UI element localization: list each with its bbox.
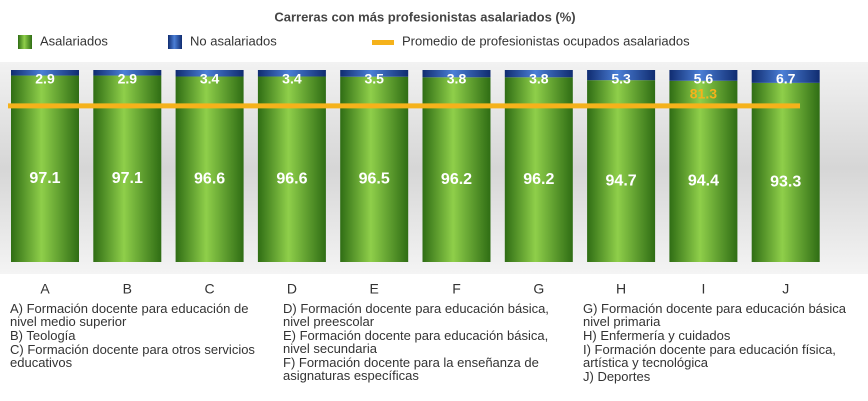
chart: Carreras con más profesionistas asalaria… [0,9,868,297]
bar-segment [587,80,656,263]
x-tick-label: C [205,281,215,297]
value-label: 3.5 [364,71,384,87]
x-tick-label: H [616,281,626,297]
key-item: H) Enfermería y cuidados [583,328,731,343]
x-tick-label: J [782,281,789,297]
bar-segment [504,70,573,78]
legend-swatch [168,35,182,49]
value-label: 97.1 [112,170,143,187]
value-label: 93.3 [770,174,801,191]
value-label: 96.5 [359,171,390,188]
x-tick-label: E [370,281,379,297]
chart-title: Carreras con más profesionistas asalaria… [274,9,575,24]
key-item: A) Formación docente para educación de n… [10,301,249,329]
value-label: 96.2 [441,171,472,188]
key-column: D) Formación docente para educación bási… [283,302,575,383]
value-label: 3.4 [200,71,220,87]
legend-label: Promedio de profesionistas ocupados asal… [402,33,690,48]
key-item: J) Deportes [583,369,651,384]
value-label: 5.6 [694,71,714,87]
legend-swatch [372,40,394,45]
bar-segment [340,70,409,77]
bar-segment [587,70,656,81]
value-label: 96.2 [523,171,554,188]
value-label: 97.1 [29,170,60,187]
legend-label: No asalariados [190,33,277,48]
value-label: 3.8 [447,71,467,87]
value-label: 6.7 [776,71,796,87]
legend-label: Asalariados [40,33,108,48]
key-item: B) Teología [10,328,76,343]
value-label: 96.6 [194,170,225,187]
value-label: 3.8 [529,71,549,87]
value-label: 2.9 [118,71,138,87]
bar-segment [422,70,491,78]
x-tick-label: D [287,281,297,297]
key-item: F) Formación docente para la enseñanza d… [283,355,539,383]
legend-swatch [18,35,32,49]
x-tick-label: A [40,281,50,297]
bar-segment [175,70,244,77]
x-tick-label: I [701,281,705,297]
x-tick-label: B [123,281,132,297]
value-label: 2.9 [35,71,55,87]
bar-segment [751,70,820,83]
key-item: E) Formación docente para educación bási… [283,328,549,356]
bar-segment [11,70,79,76]
bar-segment [669,70,738,81]
average-label: 81.3 [690,86,717,102]
value-label: 3.4 [282,71,302,87]
key-column: G) Formación docente para educación bási… [583,302,863,384]
key-column: A) Formación docente para educación de n… [10,302,278,370]
value-label: 96.6 [276,170,307,187]
bar-segment [93,70,162,76]
bar-segment [257,70,326,77]
x-tick-label: F [452,281,461,297]
bar-segment [669,80,738,262]
bar-segment [751,82,820,262]
key-item: I) Formación docente para educación físi… [583,342,836,370]
key-item: G) Formación docente para educación bási… [583,301,847,329]
key-item: C) Formación docente para otros servicio… [10,342,255,370]
value-label: 94.7 [606,172,637,189]
value-label: 5.3 [611,71,631,87]
value-label: 94.4 [688,173,719,190]
x-tick-label: G [533,281,544,297]
key-item: D) Formación docente para educación bási… [283,301,549,329]
